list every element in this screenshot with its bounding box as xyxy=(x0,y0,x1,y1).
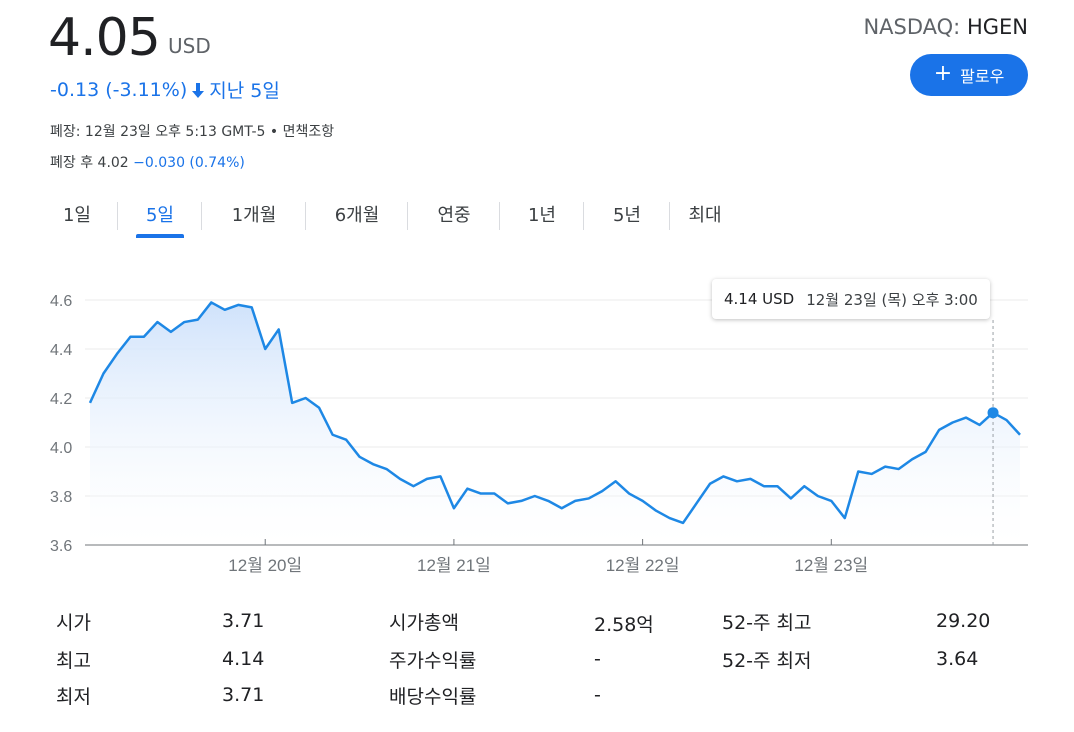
price-chart[interactable]: 3.6 3.8 4.0 4.2 4.4 4.6 12월 20일 12월 21일 12월 22일 1… xyxy=(0,250,1074,590)
tab-label: 5일 xyxy=(145,205,174,226)
after-hours-info: 폐장 후 4.02 −0.030 (0.74%) xyxy=(50,152,245,172)
x-tick-label: 12월 20일 xyxy=(228,556,302,575)
tab-1-day[interactable]: 1일 xyxy=(36,196,118,232)
tab-label: 5년 xyxy=(612,205,641,226)
x-tick-label: 12월 21일 xyxy=(417,556,491,575)
tab-label: 1개월 xyxy=(231,205,277,226)
stat-open-label: 시가 xyxy=(56,612,91,634)
stat-52w-low-value: 3.64 xyxy=(936,648,979,670)
tab-5-day[interactable]: 5일 xyxy=(118,196,202,238)
x-tick-label: 12월 23일 xyxy=(794,556,868,575)
y-tick-label: 4.4 xyxy=(50,342,72,359)
tab-1-year[interactable]: 1년 xyxy=(500,196,584,232)
close-info: 폐장: 12월 23일 오후 5:13 GMT-5 • 면책조항 xyxy=(50,124,335,140)
tooltip-time: 12월 23일 (목) 오후 3:00 xyxy=(806,290,978,309)
stat-pe-ratio-value: - xyxy=(594,648,601,670)
price-change: -0.13 (-3.11%) 지난 5일 xyxy=(50,76,280,103)
y-tick-label: 4.0 xyxy=(50,440,72,457)
tooltip-value: 4.14 USD xyxy=(724,290,795,308)
ticker-symbol: HGEN xyxy=(966,15,1028,39)
arrow-down-icon xyxy=(192,82,205,98)
plus-icon: + xyxy=(933,61,953,86)
stat-market-cap-value: 2.58억 xyxy=(594,614,654,636)
tab-label: 최대 xyxy=(688,205,722,226)
tab-5-year[interactable]: 5년 xyxy=(584,196,670,232)
y-tick-label: 3.6 xyxy=(50,538,72,555)
stat-52w-high-label: 52-주 최고 xyxy=(722,612,812,634)
stat-dividend-value: - xyxy=(594,684,601,706)
stock-price: 4.05 xyxy=(48,8,161,68)
tab-max[interactable]: 최대 xyxy=(670,196,740,232)
currency-label: USD xyxy=(168,34,211,58)
change-period: 지난 5일 xyxy=(209,80,280,102)
stat-52w-low-label: 52-주 최저 xyxy=(722,650,812,672)
chart-tooltip: 4.14 USD 12월 23일 (목) 오후 3:00 xyxy=(712,279,990,319)
exchange-name: NASDAQ: xyxy=(863,15,961,39)
tab-label: 6개월 xyxy=(334,205,380,226)
stat-open-value: 3.71 xyxy=(222,610,265,632)
change-value: -0.13 (-3.11%) xyxy=(50,78,188,101)
price-line xyxy=(88,301,1021,525)
stat-low-label: 최저 xyxy=(56,686,91,708)
tab-ytd[interactable]: 연중 xyxy=(408,196,500,232)
y-tick-label: 4.2 xyxy=(50,391,72,408)
y-tick-label: 3.8 xyxy=(50,489,72,506)
stat-pe-ratio-label: 주가수익률 xyxy=(389,650,477,672)
tab-6-month[interactable]: 6개월 xyxy=(306,196,408,232)
tab-label: 1년 xyxy=(527,205,556,226)
after-hours-price: 폐장 후 4.02 xyxy=(50,155,129,171)
price-area-fill xyxy=(90,302,1020,545)
hover-point xyxy=(987,407,999,419)
tab-label: 1일 xyxy=(62,205,91,226)
stat-low-value: 3.71 xyxy=(222,684,265,706)
stat-dividend-label: 배당수익률 xyxy=(389,686,477,708)
tab-label: 연중 xyxy=(437,205,471,226)
stat-high-label: 최고 xyxy=(56,650,91,672)
after-hours-change: −0.030 (0.74%) xyxy=(133,155,245,171)
active-tab-indicator xyxy=(136,234,184,238)
stat-market-cap-label: 시가총액 xyxy=(389,612,459,634)
follow-label: 팔로우 xyxy=(960,67,1005,86)
stat-high-value: 4.14 xyxy=(222,648,265,670)
x-tick-label: 12월 22일 xyxy=(606,556,680,575)
follow-button[interactable]: + 팔로우 xyxy=(910,54,1028,96)
stat-52w-high-value: 29.20 xyxy=(936,610,991,632)
exchange-ticker: NASDAQ: HGEN xyxy=(863,15,1028,39)
tab-1-month[interactable]: 1개월 xyxy=(202,196,306,232)
y-tick-label: 4.6 xyxy=(50,293,72,310)
range-tabs: 1일 5일 1개월 6개월 연중 1년 5년 최대 xyxy=(36,196,740,240)
